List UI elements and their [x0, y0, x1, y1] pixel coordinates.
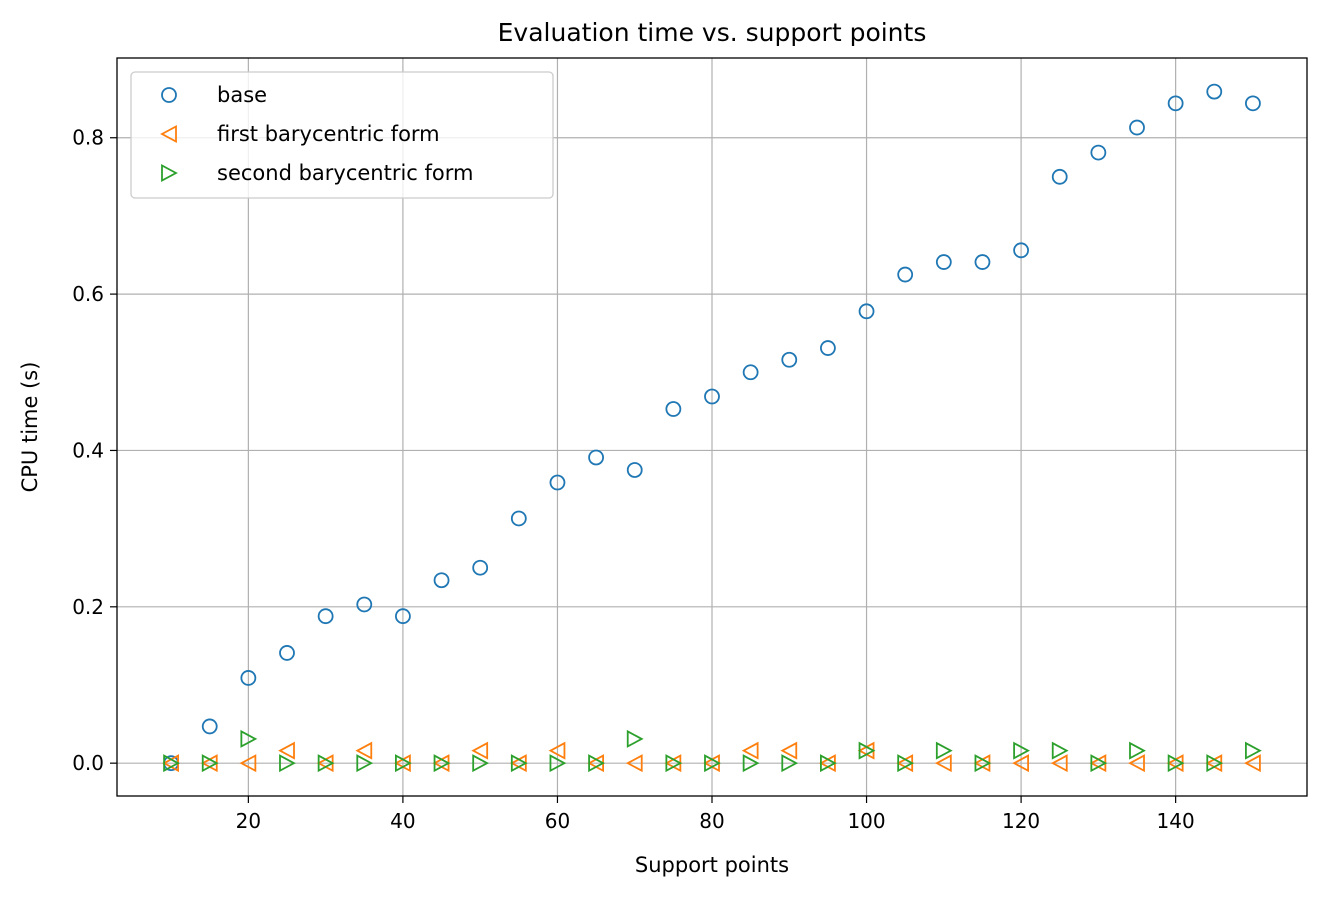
y-tick-label: 0.0: [72, 751, 104, 775]
series-circle: [163, 83, 1261, 772]
x-tick-label: 60: [545, 809, 570, 833]
data-point: [433, 572, 450, 589]
y-tick-label: 0.6: [72, 282, 104, 306]
data-point: [356, 596, 373, 613]
y-axis-label: CPU time (s): [18, 362, 42, 493]
data-point: [1206, 83, 1223, 100]
data-point: [240, 670, 257, 686]
x-tick-label: 140: [1157, 809, 1195, 833]
data-point: [355, 741, 373, 760]
grid: [117, 58, 1307, 796]
data-point: [1012, 754, 1029, 773]
data-point: [820, 754, 837, 773]
data-point: [665, 754, 683, 773]
data-point: [510, 510, 527, 527]
data-point: [201, 754, 219, 773]
data-point: [1245, 741, 1262, 760]
data-point: [625, 754, 643, 773]
data-point: [588, 449, 604, 466]
y-tick-label: 0.2: [72, 595, 104, 619]
data-point: [704, 754, 721, 773]
data-point: [704, 388, 720, 405]
data-point: [1013, 242, 1029, 259]
data-point: [742, 754, 760, 773]
data-point: [626, 462, 643, 478]
data-point: [781, 351, 798, 368]
data-point: [317, 608, 334, 625]
data-point: [1167, 754, 1185, 773]
data-point: [433, 754, 451, 773]
data-point: [935, 741, 953, 760]
x-tick-label: 80: [699, 809, 724, 833]
chart-title: Evaluation time vs. support points: [498, 18, 927, 47]
legend-entry-label: second barycentric form: [217, 161, 474, 185]
data-point: [1129, 741, 1146, 760]
data-point: [820, 340, 836, 356]
data-point: [317, 754, 335, 773]
legend: base first barycentric form second barycen…: [130, 71, 554, 199]
x-tick-label: 120: [1002, 809, 1040, 833]
x-tick-label: 40: [390, 809, 415, 833]
data-point: [897, 266, 914, 283]
data-point: [278, 741, 295, 760]
data-point: [549, 754, 567, 773]
data-point: [897, 754, 915, 773]
data-point: [626, 729, 644, 748]
data-point: [1090, 754, 1108, 773]
data-point: [858, 741, 876, 760]
data-point: [974, 754, 992, 773]
data-point: [1013, 741, 1030, 760]
data-point: [471, 741, 489, 760]
data-point: [1128, 754, 1145, 773]
y-tick-label: 0.8: [72, 126, 104, 150]
data-point: [741, 741, 759, 760]
data-point: [974, 254, 991, 270]
data-point: [279, 754, 296, 773]
x-tick-label: 100: [847, 809, 885, 833]
data-point: [1051, 741, 1069, 760]
data-point: [1245, 95, 1261, 112]
ticks: 20 40 60 80 100 120 140 0.0 0.2 0.4 0.6 0.8: [72, 126, 1195, 833]
data-point: [472, 559, 489, 576]
legend-marker: [161, 87, 177, 103]
data-point: [356, 754, 374, 773]
data-point: [1051, 168, 1068, 185]
data-point: [781, 754, 799, 773]
legend-marker: [160, 124, 177, 144]
data-point: [548, 741, 566, 760]
data-point: [1167, 95, 1184, 112]
data-point: [780, 741, 798, 760]
data-point: [1244, 754, 1261, 773]
data-point: [858, 303, 875, 320]
data-point: [163, 754, 180, 773]
x-axis-label: Support points: [635, 853, 789, 877]
legend-entry-label: first barycentric form: [217, 122, 440, 146]
y-tick-label: 0.4: [72, 438, 104, 462]
data-point: [1206, 754, 1224, 773]
data-point: [1050, 754, 1068, 773]
legend-entry-label: base: [217, 83, 267, 107]
data-point: [665, 401, 682, 417]
data-point: [549, 474, 566, 491]
data-point: [240, 729, 258, 748]
x-tick-label: 20: [236, 809, 261, 833]
data-point: [395, 608, 411, 625]
data-point: [239, 754, 257, 773]
data-point: [1129, 119, 1145, 136]
legend-marker: [161, 163, 178, 183]
data-point: [395, 754, 412, 773]
data-point: [510, 754, 528, 773]
series-triangle-right: [163, 729, 1262, 773]
data-point: [201, 718, 218, 735]
data-point: [472, 754, 490, 773]
data-point: [279, 645, 295, 661]
legend-box: [130, 71, 554, 199]
data-point: [1090, 144, 1107, 161]
data-marks: [162, 83, 1262, 773]
data-point: [742, 364, 759, 381]
data-point: [935, 254, 952, 270]
data-point: [588, 754, 605, 773]
data-point: [934, 754, 952, 773]
